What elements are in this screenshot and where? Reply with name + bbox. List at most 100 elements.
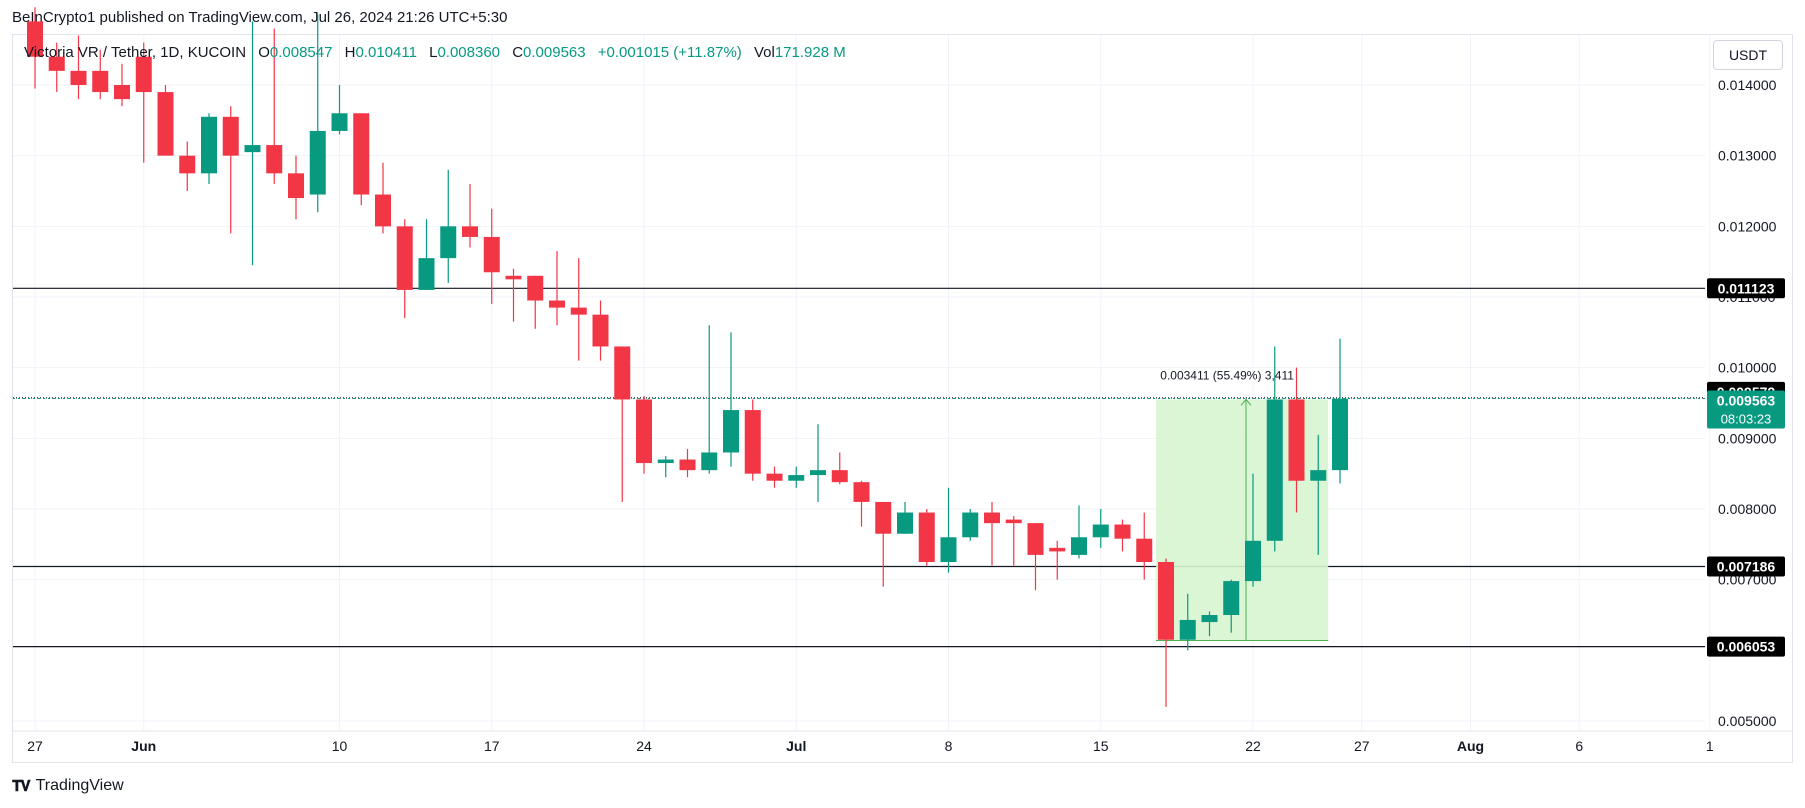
candle-body xyxy=(897,512,913,534)
candle-body xyxy=(418,258,435,290)
candle-body xyxy=(723,410,739,453)
measure-arrowhead xyxy=(1240,398,1252,406)
candle-body xyxy=(1266,399,1283,541)
candle-body xyxy=(984,512,1000,524)
candle-body xyxy=(483,236,500,273)
price-labels: 0.0111230.0095720.0071860.0060530.009563… xyxy=(1707,278,1785,657)
candle-body xyxy=(440,226,457,259)
publisher-caption: BeInCrypto1 published on TradingView.com… xyxy=(12,9,508,26)
candle-body xyxy=(940,537,957,562)
candle-body xyxy=(570,307,587,315)
candle-body xyxy=(1005,519,1022,524)
candle-body xyxy=(309,130,326,195)
last-price-tag: 0.009563 08:03:23 xyxy=(1707,390,1785,429)
candle-body xyxy=(48,56,65,71)
candle-body xyxy=(853,482,870,502)
x-tick-label: Jul xyxy=(786,738,806,754)
last-price-value: 0.009563 xyxy=(1717,393,1776,409)
level-price-tag: 0.007186 xyxy=(1707,556,1785,577)
price-tag-text: 0.006053 xyxy=(1717,639,1776,655)
candle-body xyxy=(614,346,631,400)
level-price-tag: 0.006053 xyxy=(1707,636,1785,657)
candle-body xyxy=(179,155,196,174)
price-tag-text: 0.007186 xyxy=(1717,559,1776,575)
candle-body xyxy=(527,275,544,301)
x-tick-label: 8 xyxy=(945,738,953,754)
high-value: 0.010411 xyxy=(355,44,417,61)
ohlc-legend: Victoria VR / Tether, 1D, KUCOIN O0.0085… xyxy=(24,44,846,61)
candle-body xyxy=(1136,538,1153,562)
open-label: O xyxy=(258,44,270,61)
candle-body xyxy=(157,92,174,156)
candle-body xyxy=(396,226,413,290)
x-tick-label: 17 xyxy=(484,738,500,754)
last-price-countdown: 08:03:23 xyxy=(1721,412,1772,427)
candle-body xyxy=(1201,615,1218,623)
x-tick-label: 24 xyxy=(636,738,652,754)
candle-body xyxy=(1245,540,1261,582)
candle-body xyxy=(1071,537,1087,555)
candle-body xyxy=(875,501,892,534)
price-tag-bg xyxy=(1707,278,1785,299)
level-price-tag: 0.011123 xyxy=(1707,278,1785,299)
x-tick-label: 27 xyxy=(1354,738,1370,754)
x-tick-label: Jun xyxy=(131,738,156,754)
candle-body xyxy=(1092,524,1109,538)
candle-body xyxy=(810,470,826,476)
chart-frame xyxy=(12,34,1793,763)
horizontal-levels xyxy=(13,287,1705,648)
volume-value: 171.928 M xyxy=(774,44,846,61)
y-tick-label: 0.005000 xyxy=(1718,713,1777,729)
candle-body xyxy=(1158,562,1174,640)
candle-body xyxy=(831,470,848,483)
candle-body xyxy=(657,459,674,464)
candle-body xyxy=(744,410,761,474)
candle-body xyxy=(1310,470,1327,481)
x-tick-label: 1 xyxy=(1706,738,1714,754)
candle-body xyxy=(701,452,718,471)
price-tag-bg xyxy=(1707,556,1785,577)
candle-body xyxy=(788,475,805,481)
x-tick-label: 6 xyxy=(1575,738,1583,754)
close-value: 0.009563 xyxy=(523,44,586,61)
candle-body xyxy=(766,473,783,481)
candle-body xyxy=(353,113,370,195)
candle-body xyxy=(1114,524,1131,539)
candle-body xyxy=(1288,399,1305,481)
low-value: 0.008360 xyxy=(437,44,501,61)
y-tick-label: 0.009000 xyxy=(1718,430,1777,446)
candle-body xyxy=(636,399,652,464)
tradingview-footer[interactable]: 𝐓𝐕 TradingView xyxy=(12,777,124,795)
candle-body xyxy=(375,194,391,227)
y-tick-label: 0.010000 xyxy=(1718,360,1777,376)
candle-body xyxy=(592,314,609,347)
candle-body xyxy=(679,459,696,471)
x-tick-label: 27 xyxy=(27,738,43,754)
candle-body xyxy=(266,145,283,174)
candle-body xyxy=(462,226,478,237)
candle-body xyxy=(1027,523,1044,555)
time-axis: 27 Jun 10 17 24 Jul 8 15 22 27 Aug 6 1 xyxy=(27,738,1714,754)
candle-body xyxy=(114,85,130,100)
y-tick-label: 0.014000 xyxy=(1718,77,1777,93)
open-value: 0.008547 xyxy=(269,44,333,61)
measure-label: 0.003411 (55.49%) 3,411 xyxy=(1160,368,1294,382)
grid xyxy=(13,35,1793,732)
candle-body xyxy=(331,113,348,131)
candle-body xyxy=(288,173,304,199)
high-label: H xyxy=(344,44,356,61)
y-tick-label: 0.012000 xyxy=(1718,218,1777,234)
symbol-label: Victoria VR / Tether, 1D, KUCOIN xyxy=(24,44,247,61)
candle-body xyxy=(962,512,979,538)
candle-body xyxy=(1223,581,1240,615)
currency-button[interactable]: USDT xyxy=(1713,40,1783,70)
x-tick-label: 15 xyxy=(1093,738,1109,754)
candle-body xyxy=(70,70,87,85)
price-tag-text: 0.011123 xyxy=(1718,280,1775,296)
candle-body xyxy=(135,56,152,93)
candle-body xyxy=(1049,547,1066,552)
candle-body xyxy=(1179,619,1196,640)
candle-body xyxy=(92,70,109,93)
price-tag-bg xyxy=(1707,636,1785,657)
